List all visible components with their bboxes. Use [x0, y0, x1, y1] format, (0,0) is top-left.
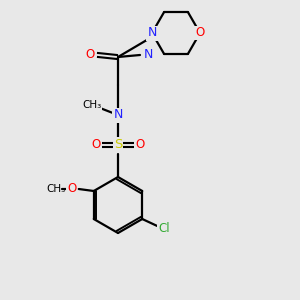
- Text: O: O: [92, 139, 100, 152]
- Text: N: N: [143, 49, 153, 62]
- Text: CH₃: CH₃: [46, 184, 65, 194]
- Text: N: N: [113, 109, 123, 122]
- Text: O: O: [85, 49, 94, 62]
- Text: CH₃: CH₃: [82, 100, 102, 110]
- Text: N: N: [147, 26, 157, 40]
- Text: O: O: [135, 139, 145, 152]
- Text: O: O: [195, 26, 205, 40]
- Text: Cl: Cl: [158, 223, 170, 236]
- Text: O: O: [67, 182, 76, 196]
- Text: S: S: [114, 139, 122, 152]
